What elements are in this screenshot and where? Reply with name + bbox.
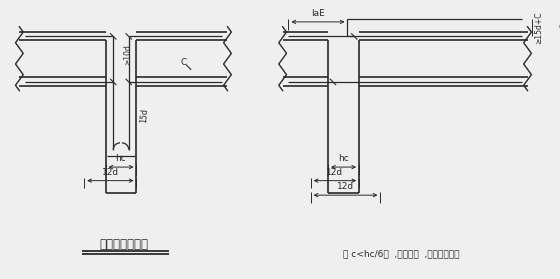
Text: hc: hc — [115, 154, 127, 163]
Text: laE: laE — [311, 9, 325, 18]
Text: ≥10d: ≥10d — [123, 44, 132, 65]
Text: C: C — [558, 23, 560, 32]
Text: ≥15d+C: ≥15d+C — [534, 11, 543, 44]
Text: 12d: 12d — [337, 182, 354, 191]
Text: 12d: 12d — [326, 168, 343, 177]
Text: 12d: 12d — [102, 168, 119, 177]
Text: hc: hc — [338, 154, 349, 163]
Text: 15d: 15d — [139, 108, 150, 123]
Text: 当 c<hc/6时  ,除注明外  ,纵筋可以直通: 当 c<hc/6时 ,除注明外 ,纵筋可以直通 — [343, 250, 460, 259]
Text: 非框梁中间支座: 非框梁中间支座 — [99, 238, 148, 251]
Text: C: C — [181, 58, 187, 67]
